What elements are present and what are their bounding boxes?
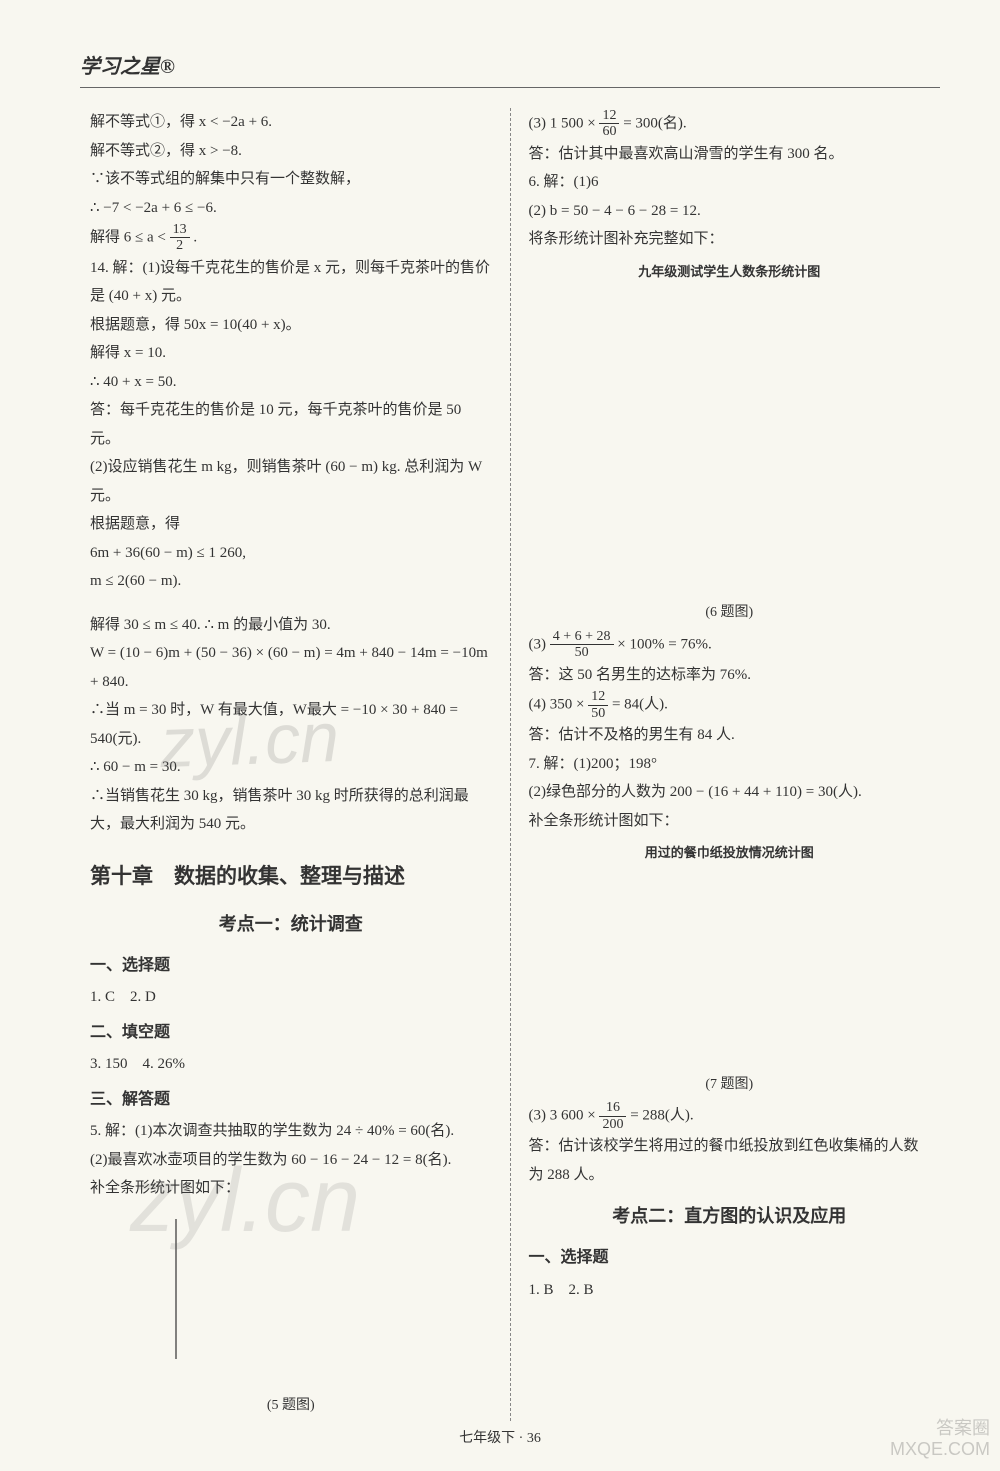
text-line: 答：这 50 名男生的达标率为 76%. [529, 661, 931, 690]
chapter-title: 第十章 数据的收集、整理与描述 [90, 857, 492, 897]
chart-5-caption: (5 题图) [90, 1393, 492, 1420]
corner-watermark: 答案圈 MXQE.COM [890, 1418, 990, 1461]
text-line: (4) 350 × 1250 = 84(人). [529, 689, 931, 721]
text-line: ∴当销售花生 30 kg，销售茶叶 30 kg 时所获得的总利润最大，最大利润为… [90, 782, 492, 839]
text-line: 解得 30 ≤ m ≤ 40. ∴ m 的最小值为 30. [90, 611, 492, 640]
q14: 14. 解：(1)设每千克花生的售价是 x 元，则每千克茶叶的售价是 (40 +… [90, 254, 492, 311]
text-line: 解得 x = 10. [90, 339, 492, 368]
text-line: (3) 4 + 6 + 2850 × 100% = 76%. [529, 629, 931, 661]
text-line: ∴ 60 − m = 30. [90, 753, 492, 782]
chart-7: 用过的餐巾纸投放情况统计图 (7 题图) [529, 841, 931, 1098]
text-line: (2)设应销售花生 m kg，则销售茶叶 (60 − m) kg. 总利润为 W… [90, 453, 492, 510]
text-line: ∴ −7 < −2a + 6 ≤ −6. [90, 194, 492, 223]
section-heading: 三、解答题 [90, 1085, 492, 1115]
answers: 1. C 2. D [90, 983, 492, 1012]
text-line: ∴当 m = 30 时，W 有最大值，W最大 = −10 × 30 + 840 … [90, 696, 492, 753]
answers: 1. B 2. B [529, 1276, 931, 1305]
right-column: (3) 1 500 × 1260 = 300(名). 答：估计其中最喜欢高山滑雪… [510, 108, 941, 1421]
text-line: 答：估计其中最喜欢高山滑雪的学生有 300 名。 [529, 140, 931, 169]
text-line: 答：估计该校学生将用过的餐巾纸投放到红色收集桶的人数为 288 人。 [529, 1132, 931, 1189]
text-line: (2)最喜欢冰壶项目的学生数为 60 − 16 − 24 − 12 = 8(名)… [90, 1146, 492, 1175]
text-line: ∵该不等式组的解集中只有一个整数解， [90, 165, 492, 194]
text-line: (2)绿色部分的人数为 200 − (16 + 44 + 110) = 30(人… [529, 778, 931, 807]
left-column: 解不等式①，得 x < −2a + 6. 解不等式②，得 x > −8. ∵该不… [80, 108, 510, 1421]
brand-title: 学习之星® [80, 50, 940, 79]
kaodian-2: 考点二：直方图的认识及应用 [529, 1199, 931, 1233]
section-heading: 一、选择题 [529, 1243, 931, 1273]
text-line: (2) b = 50 − 4 − 6 − 28 = 12. [529, 197, 931, 226]
q6: 6. 解：(1)6 [529, 168, 931, 197]
q5: 5. 解：(1)本次调查共抽取的学生数为 24 ÷ 40% = 60(名). [90, 1117, 492, 1146]
text-line: 答：估计不及格的男生有 84 人. [529, 721, 931, 750]
chart-7-caption: (7 题图) [529, 1072, 931, 1099]
top-rule [80, 87, 940, 88]
section-heading: 一、选择题 [90, 951, 492, 981]
text-line: 根据题意，得 50x = 10(40 + x)。 [90, 311, 492, 340]
text-line: 根据题意，得 [90, 510, 492, 539]
text-line: 解不等式②，得 x > −8. [90, 137, 492, 166]
kaodian-1: 考点一：统计调查 [90, 907, 492, 941]
text-line: 补全条形统计图如下： [529, 807, 931, 836]
chart-7-title: 用过的餐巾纸投放情况统计图 [529, 841, 931, 866]
text-line: 补全条形统计图如下： [90, 1174, 492, 1203]
chart-6: 九年级测试学生人数条形统计图 (6 题图) [529, 260, 931, 627]
section-heading: 二、填空题 [90, 1018, 492, 1048]
text-line: 将条形统计图补充完整如下： [529, 225, 931, 254]
text-line: 解不等式①，得 x < −2a + 6. [90, 108, 492, 137]
text-line: (3) 3 600 × 16200 = 288(人). [529, 1100, 931, 1132]
columns: 解不等式①，得 x < −2a + 6. 解不等式②，得 x > −8. ∵该不… [80, 108, 940, 1421]
text-line: ∴ 40 + x = 50. [90, 368, 492, 397]
chart-6-title: 九年级测试学生人数条形统计图 [529, 260, 931, 285]
q7: 7. 解：(1)200；198° [529, 750, 931, 779]
text-line: 答：每千克花生的售价是 10 元，每千克茶叶的售价是 50 元。 [90, 396, 492, 453]
chart-6-caption: (6 题图) [529, 600, 931, 627]
text-line: 解得 6 ≤ a < 132 . [90, 222, 492, 254]
page: 学习之星® 解不等式①，得 x < −2a + 6. 解不等式②，得 x > −… [0, 0, 1000, 1471]
answers: 3. 150 4. 26% [90, 1050, 492, 1079]
page-footer: 七年级下 · 36 [0, 1427, 1000, 1447]
text-line: W = (10 − 6)m + (50 − 36) × (60 − m) = 4… [90, 639, 492, 696]
text-line: (3) 1 500 × 1260 = 300(名). [529, 108, 931, 140]
chart-5: (5 题图) [90, 1209, 492, 1420]
